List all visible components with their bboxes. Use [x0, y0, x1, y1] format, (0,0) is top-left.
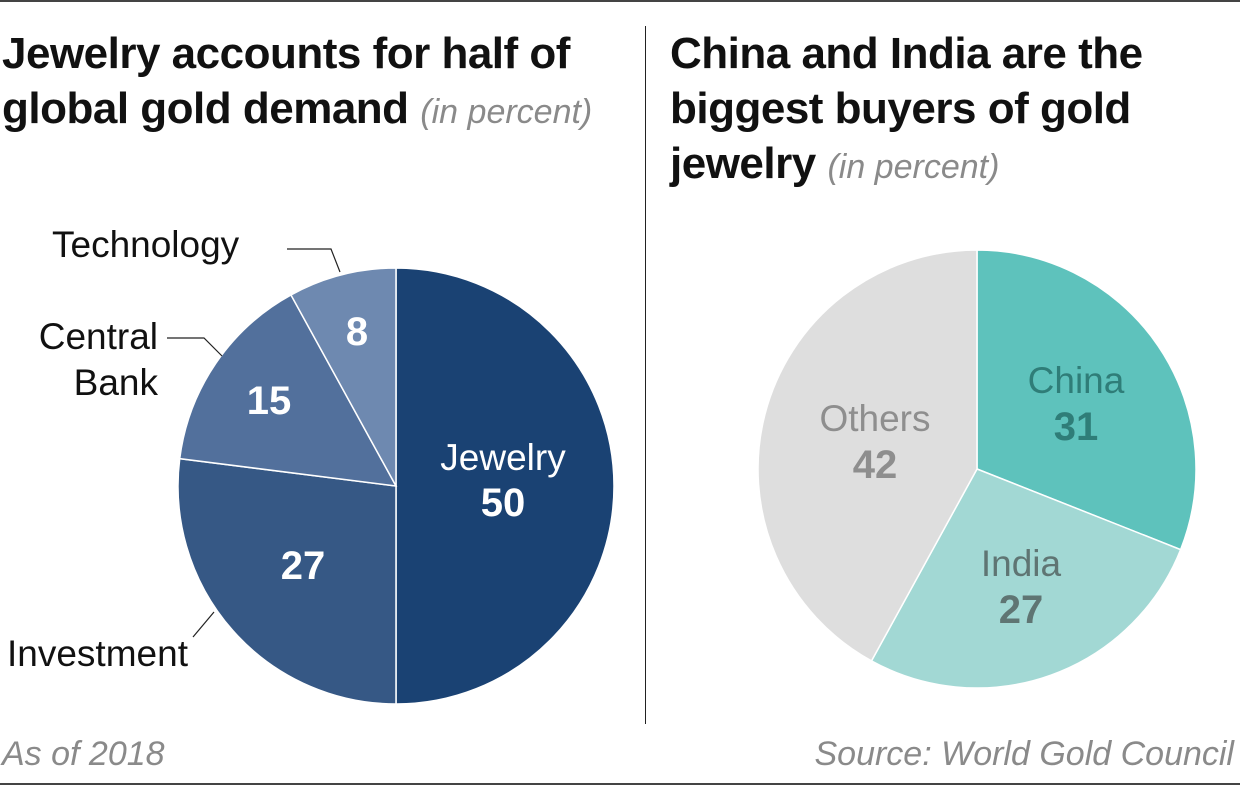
footnote-source: Source: World Gold Council — [814, 735, 1234, 773]
label-central-bank-line2: Bank — [74, 362, 159, 403]
slice-investment — [177, 457, 397, 705]
slice-value-india: 27 — [999, 588, 1044, 632]
slice-jewelry — [395, 267, 615, 705]
label-investment: Investment — [7, 633, 189, 674]
left-chart-title: Jewelry accounts for half of global gold… — [2, 26, 642, 140]
slice-value-jewelry: 50 — [481, 481, 526, 525]
left-pie-chart: Jewelry 50 27 15 8 Technology Central Ban… — [7, 224, 615, 705]
slice-india — [870, 468, 1182, 689]
slice-technology — [289, 267, 397, 487]
right-chart-title: China and India are the biggest buyers o… — [670, 26, 1240, 195]
right-chart-unit: (in percent) — [827, 148, 1000, 186]
panel-divider — [645, 26, 646, 724]
leader-line-central-bank — [167, 337, 223, 357]
slice-value-investment: 27 — [281, 544, 326, 588]
slice-label-others: Others — [819, 398, 930, 439]
label-technology: Technology — [52, 224, 240, 265]
label-central-bank-line1: Central — [39, 316, 158, 357]
top-rule — [0, 0, 1240, 2]
slice-central-bank — [178, 293, 398, 487]
leader-line-technology — [287, 248, 341, 273]
slice-label-india: India — [981, 543, 1062, 584]
left-chart-title-text: Jewelry accounts for half of global gold… — [2, 29, 570, 133]
slice-value-china: 31 — [1054, 405, 1099, 449]
slice-label-jewelry: Jewelry — [440, 437, 566, 478]
label-central-bank: Central Bank — [39, 316, 159, 403]
slice-label-china: China — [1028, 360, 1125, 401]
footnote-date: As of 2018 — [2, 735, 165, 773]
right-pie-chart: China 31 India 27 Others 42 — [757, 249, 1197, 689]
slice-value-technology: 8 — [346, 310, 368, 354]
bottom-rule — [0, 783, 1240, 785]
slice-others — [757, 249, 978, 662]
slice-china — [976, 249, 1197, 551]
leader-line-investment — [192, 611, 215, 638]
slice-value-central-bank: 15 — [247, 379, 292, 423]
left-chart-unit: (in percent) — [420, 93, 593, 131]
slice-value-others: 42 — [853, 443, 898, 487]
right-chart-title-text: China and India are the biggest buyers o… — [670, 29, 1143, 188]
